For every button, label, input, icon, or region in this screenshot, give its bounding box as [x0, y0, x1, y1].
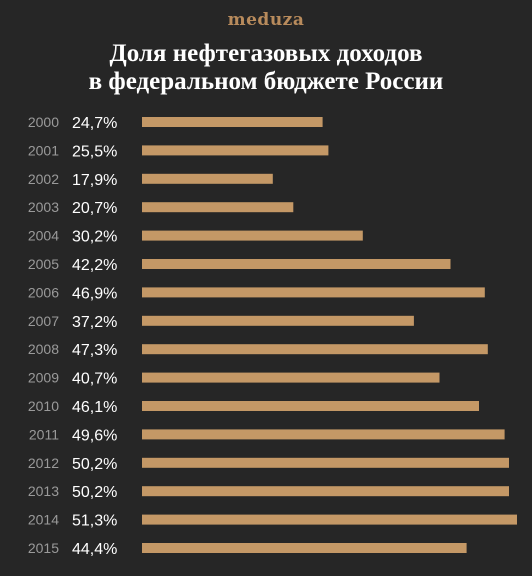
bar-2003	[142, 202, 294, 213]
value-label-2003: 20,7%	[72, 200, 117, 217]
value-label-2010: 46,1%	[72, 399, 117, 416]
value-label-2004: 30,2%	[72, 229, 117, 246]
year-label-2008: 2008	[28, 341, 59, 357]
value-label-2013: 50,2%	[72, 484, 117, 501]
value-label-2012: 50,2%	[72, 456, 117, 473]
brand-logo: meduza	[227, 10, 305, 30]
year-label-2005: 2005	[28, 256, 59, 272]
year-label-2003: 2003	[28, 199, 59, 215]
value-label-2002: 17,9%	[72, 172, 117, 189]
bar-2005	[142, 259, 451, 269]
year-label-2014: 2014	[28, 512, 59, 528]
bar-2008	[142, 344, 488, 355]
chart-title: Доля нефтегазовых доходов в федеральном …	[0, 40, 532, 96]
bar-2004	[142, 230, 363, 241]
bar-2011	[142, 429, 505, 440]
year-label-2012: 2012	[28, 455, 59, 471]
chart-title-line-1: Доля нефтегазовых доходов	[109, 40, 423, 67]
bar-2001	[142, 145, 329, 156]
year-label-2006: 2006	[28, 284, 59, 300]
bar-2010	[142, 401, 479, 411]
year-label-2002: 2002	[28, 171, 59, 187]
year-label-2001: 2001	[28, 142, 59, 158]
year-label-2004: 2004	[28, 228, 59, 244]
year-label-2010: 2010	[28, 398, 59, 414]
value-label-2011: 49,6%	[72, 427, 117, 444]
bar-2000	[142, 117, 323, 127]
year-label-2009: 2009	[28, 370, 59, 386]
value-label-2008: 47,3%	[72, 342, 117, 359]
bar-2012	[142, 457, 509, 468]
bar-2006	[142, 287, 485, 298]
bar-2009	[142, 372, 440, 383]
value-label-2007: 37,2%	[72, 314, 117, 331]
year-label-2011: 2011	[29, 426, 59, 442]
value-label-2001: 25,5%	[72, 143, 117, 160]
value-label-2000: 24,7%	[72, 115, 117, 132]
value-label-2009: 40,7%	[72, 371, 117, 388]
year-label-2013: 2013	[28, 483, 59, 499]
value-label-2006: 46,9%	[72, 285, 117, 302]
value-label-2005: 42,2%	[72, 257, 117, 274]
bar-2014	[142, 514, 517, 525]
value-label-2014: 51,3%	[72, 513, 117, 530]
value-label-2015: 44,4%	[72, 541, 117, 558]
bar-2007	[142, 315, 414, 326]
year-label-2000: 2000	[28, 114, 59, 130]
year-label-2007: 2007	[28, 313, 59, 329]
bar-2002	[142, 173, 273, 184]
chart-title-line-2: в федеральном бюджете России	[88, 68, 444, 95]
bar-2015	[142, 543, 467, 553]
year-label-2015: 2015	[28, 540, 59, 556]
bar-2013	[142, 486, 509, 497]
